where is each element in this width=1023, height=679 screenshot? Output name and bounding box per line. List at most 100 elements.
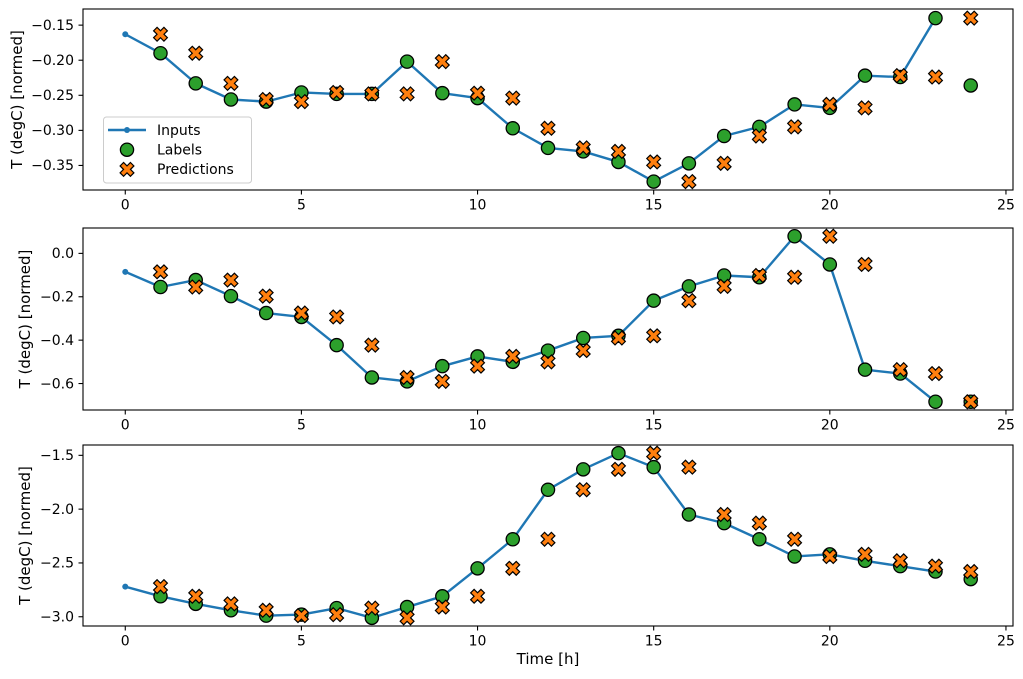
prediction-marker bbox=[364, 600, 380, 616]
prediction-marker bbox=[540, 120, 556, 137]
axes-frame bbox=[82, 8, 1014, 191]
y-tick-label: −0.15 bbox=[31, 18, 74, 34]
subplot-bottom: 0 5 10 15 20 25 −1.5 −2.0 −2.5 −3.0 T (degC) [norm… bbox=[16, 444, 1015, 668]
x-tick-label: 10 bbox=[469, 634, 487, 650]
prediction-marker bbox=[822, 228, 838, 244]
label-marker bbox=[646, 293, 661, 308]
prediction-marker bbox=[399, 86, 415, 102]
y-tick-label: −0.20 bbox=[31, 53, 74, 69]
prediction-marker bbox=[152, 264, 169, 280]
input-dot bbox=[122, 268, 129, 275]
prediction-marker bbox=[399, 369, 415, 386]
label-marker bbox=[857, 68, 873, 83]
y-tick-label: −0.25 bbox=[31, 88, 74, 104]
prediction-marker bbox=[469, 85, 486, 101]
prediction-marker bbox=[364, 337, 380, 353]
plot-area bbox=[83, 228, 1013, 410]
x-tick-label: 20 bbox=[821, 634, 839, 650]
prediction-marker bbox=[822, 96, 838, 113]
prediction-marker bbox=[786, 531, 803, 548]
series-predictions bbox=[152, 228, 979, 410]
prediction-marker bbox=[857, 100, 873, 116]
prediction-marker bbox=[751, 267, 768, 284]
input-dot bbox=[122, 583, 129, 590]
label-marker bbox=[646, 174, 661, 189]
label-marker bbox=[787, 97, 802, 112]
label-marker bbox=[787, 228, 802, 244]
x-tick-label: 5 bbox=[297, 198, 306, 214]
label-marker bbox=[329, 337, 344, 353]
label-marker bbox=[435, 358, 450, 374]
prediction-marker bbox=[187, 279, 204, 295]
x-tick-label: 15 bbox=[645, 418, 663, 434]
label-marker bbox=[787, 549, 802, 564]
label-marker bbox=[119, 142, 135, 157]
y-tick-label: −0.4 bbox=[40, 333, 74, 349]
legend-box bbox=[103, 116, 252, 184]
x-tick-label: 0 bbox=[121, 418, 130, 434]
x-tick-label: 10 bbox=[469, 198, 487, 214]
prediction-marker bbox=[364, 86, 380, 102]
label-marker bbox=[364, 370, 380, 385]
input-dot bbox=[124, 127, 130, 133]
label-marker bbox=[575, 330, 591, 346]
label-marker bbox=[857, 362, 873, 377]
prediction-marker bbox=[645, 445, 662, 461]
label-marker bbox=[928, 394, 943, 410]
legend-label: Inputs bbox=[157, 123, 201, 139]
y-tick-label: −0.30 bbox=[31, 123, 74, 139]
prediction-marker bbox=[328, 84, 345, 101]
x-tick-label: 10 bbox=[469, 418, 487, 434]
prediction-marker bbox=[751, 515, 768, 531]
label-marker bbox=[435, 85, 450, 101]
prediction-marker bbox=[892, 67, 909, 84]
legend-entry-inputs: Inputs bbox=[108, 123, 201, 139]
label-marker bbox=[752, 532, 767, 547]
prediction-marker bbox=[258, 288, 274, 304]
prediction-marker bbox=[293, 607, 310, 624]
ticks bbox=[78, 252, 1007, 415]
x-tick-label: 25 bbox=[997, 418, 1015, 434]
x-tick-label: 15 bbox=[645, 634, 663, 650]
label-marker bbox=[540, 140, 556, 156]
x-tick-label: 0 bbox=[121, 198, 130, 214]
y-axis-label: T (degC) [normed] bbox=[8, 30, 26, 170]
prediction-marker bbox=[540, 354, 556, 370]
prediction-marker bbox=[822, 548, 838, 565]
prediction-marker bbox=[434, 599, 451, 615]
ticks bbox=[78, 24, 1007, 195]
x-tick-label: 15 bbox=[645, 198, 663, 214]
input-dot bbox=[122, 31, 129, 38]
label-marker bbox=[681, 507, 697, 522]
prediction-marker bbox=[540, 531, 556, 548]
y-tick-label: −1.5 bbox=[40, 448, 74, 464]
prediction-marker bbox=[575, 482, 591, 498]
prediction-marker bbox=[857, 546, 873, 563]
legend-entry-predictions: Predictions bbox=[119, 161, 234, 178]
prediction-marker bbox=[962, 563, 979, 580]
prediction-marker bbox=[857, 256, 873, 273]
prediction-marker bbox=[610, 143, 627, 160]
label-marker bbox=[505, 532, 521, 547]
prediction-marker bbox=[187, 588, 204, 605]
x-tick-label: 25 bbox=[997, 198, 1015, 214]
label-marker bbox=[611, 445, 626, 461]
label-marker bbox=[681, 156, 697, 171]
legend-label: Predictions bbox=[157, 162, 234, 178]
label-marker bbox=[716, 128, 732, 144]
prediction-marker bbox=[258, 602, 274, 619]
label-marker bbox=[540, 343, 556, 358]
axes-frame bbox=[82, 227, 1014, 411]
label-marker bbox=[153, 45, 168, 61]
label-marker bbox=[963, 78, 978, 93]
label-marker bbox=[681, 279, 697, 294]
label-marker bbox=[575, 462, 591, 477]
prediction-marker bbox=[223, 272, 239, 288]
prediction-marker bbox=[716, 155, 732, 172]
ticks bbox=[78, 454, 1007, 631]
y-tick-label: 0.0 bbox=[52, 246, 74, 262]
label-marker bbox=[399, 54, 415, 69]
label-marker bbox=[646, 459, 661, 475]
